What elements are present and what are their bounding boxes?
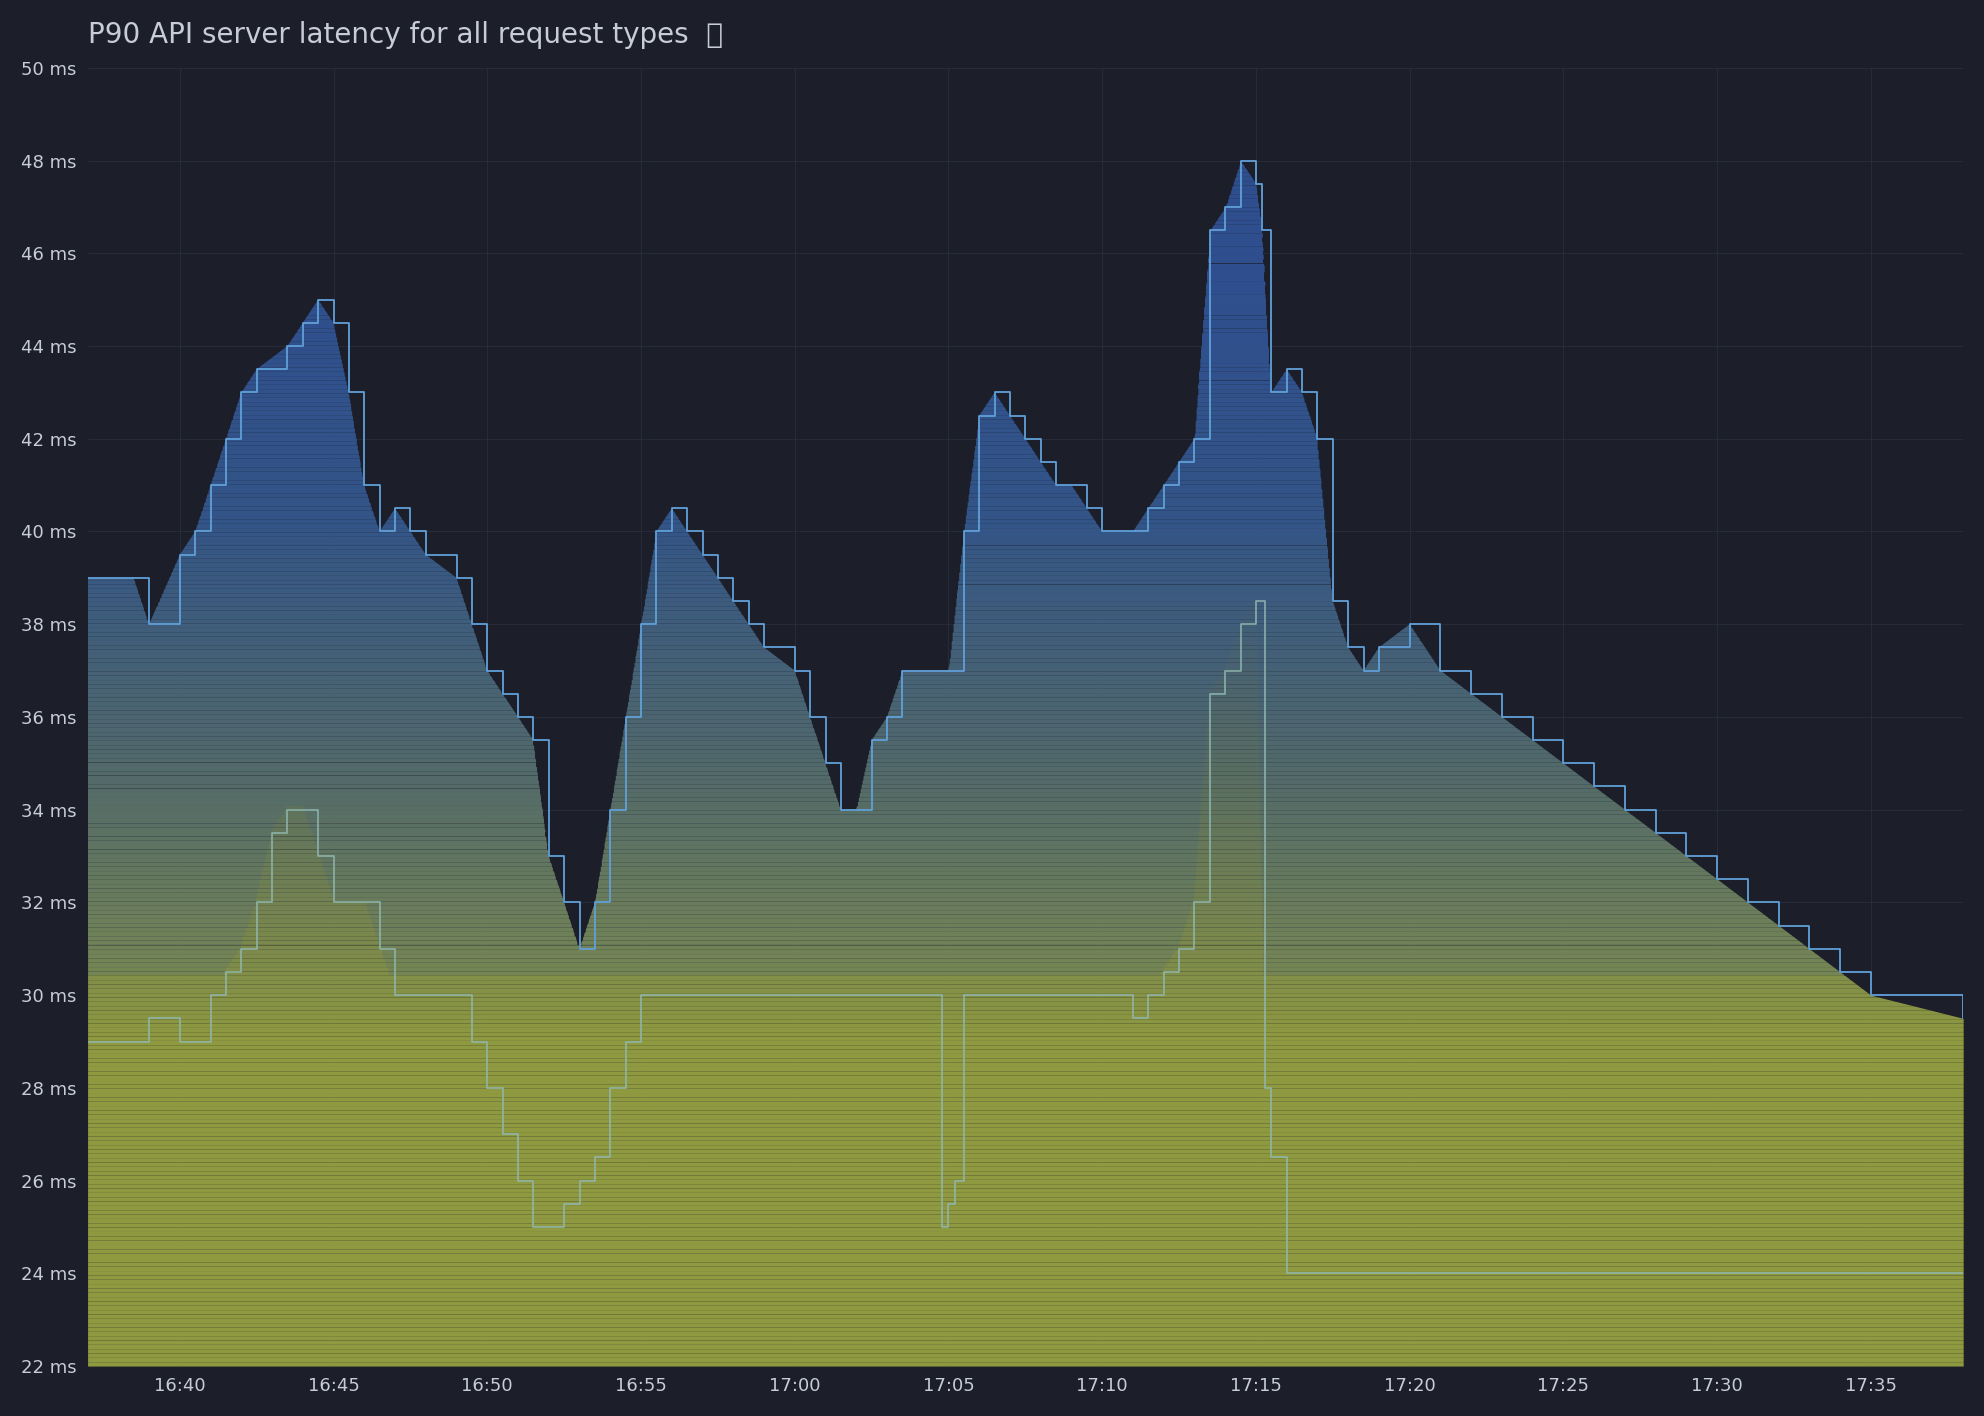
Text: P90 API server latency for all request types  ⓘ: P90 API server latency for all request t… [87,21,722,48]
